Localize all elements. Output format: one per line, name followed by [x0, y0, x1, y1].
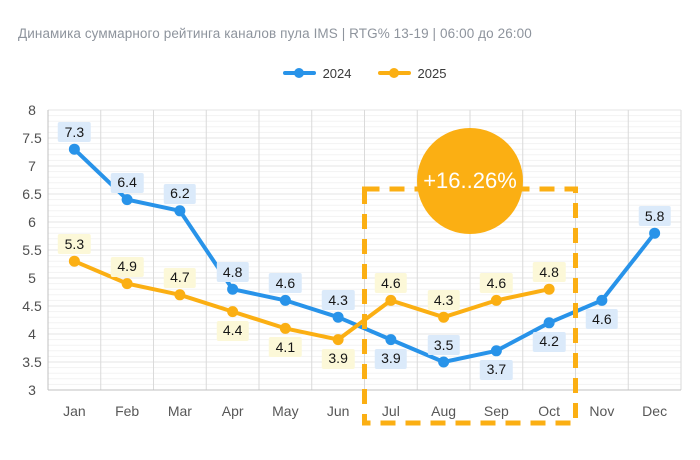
data-point-2024 [596, 294, 608, 306]
data-point-2025 [438, 311, 450, 323]
data-point-2024 [332, 311, 344, 323]
legend-item-2025: 2025 [377, 65, 447, 81]
data-point-2025 [385, 294, 397, 306]
chart-title: Динамика суммарного рейтинга каналов пул… [18, 26, 532, 41]
legend-item-2024: 2024 [282, 65, 352, 81]
legend: 2024 2025 [48, 64, 681, 82]
series-line-2025 [72, 259, 552, 342]
data-point-2025 [543, 283, 555, 295]
data-point-2025 [490, 294, 502, 306]
data-point-2024 [543, 317, 555, 329]
data-point-2025 [68, 255, 80, 267]
data-point-2024 [174, 205, 186, 217]
data-point-2025 [121, 278, 133, 290]
data-point-2025 [279, 322, 291, 334]
data-point-2025 [227, 306, 239, 318]
data-point-2024 [438, 356, 450, 368]
legend-label: 2025 [417, 65, 447, 81]
data-point-2025 [174, 289, 186, 301]
data-point-2024 [227, 283, 239, 295]
legend-line-marker-icon [377, 71, 411, 75]
data-point-2024 [68, 143, 80, 155]
badge-circle [417, 128, 523, 234]
data-point-2024 [649, 227, 661, 239]
legend-label: 2024 [322, 65, 352, 81]
data-point-2024 [279, 294, 291, 306]
data-point-2024 [385, 334, 397, 346]
data-point-2025 [332, 334, 344, 346]
data-point-2024 [490, 345, 502, 357]
data-point-2024 [121, 194, 133, 206]
legend-line-marker-icon [282, 71, 316, 75]
